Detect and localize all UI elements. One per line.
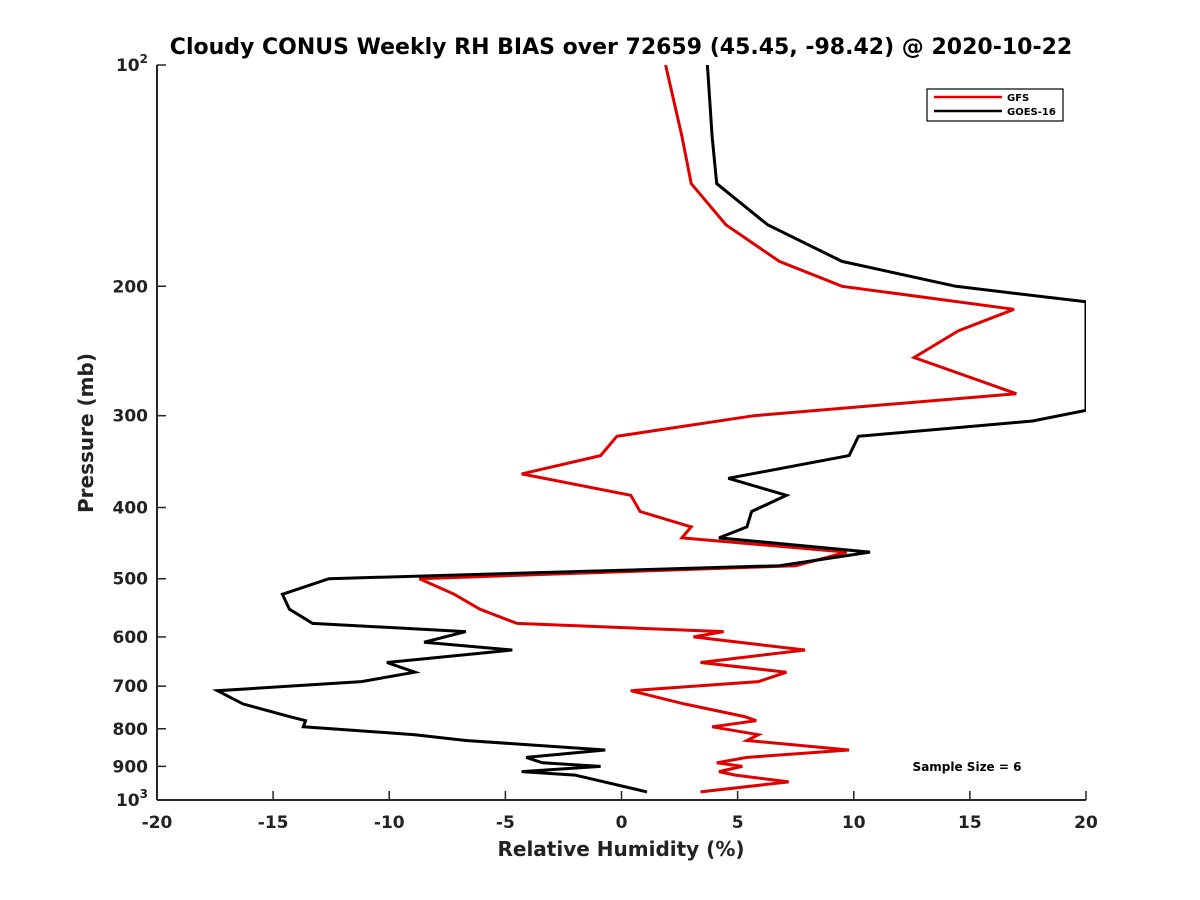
x-tick-label: 10 xyxy=(842,813,866,833)
x-tick-label: -5 xyxy=(496,813,515,833)
x-axis-label: Relative Humidity (%) xyxy=(497,837,744,861)
plot-area: -20 -15 -10 -5 0 5 10 15 20 102 200 300 400 500 600 700… xyxy=(113,52,1098,833)
legend-box xyxy=(926,88,1064,122)
y-tick-label: 700 xyxy=(113,677,149,697)
y-tick-label: 800 xyxy=(113,720,149,740)
y-tick-label: 600 xyxy=(113,628,149,648)
x-tick-label: -15 xyxy=(258,813,289,833)
x-tick-label: -20 xyxy=(142,813,173,833)
legend-label-gfs: GFS xyxy=(1007,93,1029,104)
x-tick-label: 0 xyxy=(616,813,628,833)
legend-label-goes16: GOES-16 xyxy=(1007,107,1056,118)
series-line-goes16 xyxy=(211,65,1086,794)
y-tick-label: 200 xyxy=(113,277,149,297)
y-tick-label: 103 xyxy=(116,787,148,811)
x-tick-label: 15 xyxy=(958,813,982,833)
series-line-gfs xyxy=(418,65,1017,794)
x-tick-label: 5 xyxy=(732,813,744,833)
y-tick-label: 500 xyxy=(113,570,149,590)
chart-title: Cloudy CONUS Weekly RH BIAS over 72659 (… xyxy=(170,35,1072,60)
legend: GFS GOES-16 xyxy=(926,88,1064,122)
x-tick-label: 20 xyxy=(1074,813,1098,833)
y-tick-label: 900 xyxy=(113,757,149,777)
y-tick-label: 300 xyxy=(113,407,149,427)
y-tick-label: 400 xyxy=(113,499,149,519)
x-tick-label: -10 xyxy=(374,813,405,833)
sample-size-annotation: Sample Size = 6 xyxy=(913,760,1022,774)
y-tick-label: 102 xyxy=(116,52,148,76)
y-axis-label: Pressure (mb) xyxy=(74,353,98,513)
